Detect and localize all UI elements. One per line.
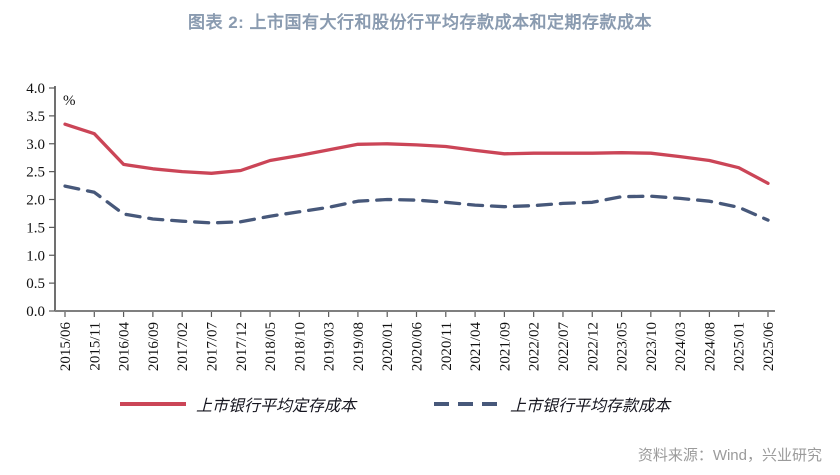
series-line-dashed [63,184,770,225]
x-tick-label: 2024/03 [673,322,689,371]
x-tick-label: 2020/01 [380,322,396,371]
x-tick-label: 2018/05 [263,322,279,371]
y-tick-label: 2.5 [26,165,45,181]
x-tick-label: 2025/06 [761,322,777,372]
x-tick-label: 2022/02 [527,322,543,371]
y-tick-label: 0.5 [26,276,45,292]
x-tick-label: 2023/10 [644,322,660,371]
dashed-line-marker-icon [434,402,500,406]
x-tick-label: 2023/05 [615,322,631,371]
solid-line-marker-icon [119,402,186,406]
x-tick-label: 2020/11 [439,322,455,371]
chart-title: 图表 2: 上市国有大行和股份行平均存款成本和定期存款成本 [187,13,653,32]
y-axis-unit-label: % [63,93,76,109]
legend-label-deposit-cost: 上市银行平均存款成本 [510,396,671,415]
x-tick-label: 2017/07 [204,322,220,372]
series-line-solid [63,122,770,185]
x-tick-label: 2022/12 [585,322,601,371]
chart-canvas: 4.0 3.5 3.0 2.5 2.0 1.5 1.0 0.5 0.0% 2015/06 2015/… [26,81,777,372]
legend: 上市银行平均定存成本 上市银行平均存款成本 [0,392,790,416]
y-tick-label: 1.0 [26,248,45,264]
legend-label-time-deposit-cost: 上市银行平均定存成本 [195,396,356,415]
x-tick-label: 2016/04 [117,322,133,372]
y-tick-label: 3.5 [26,109,45,125]
legend-item-time-deposit-cost: 上市银行平均定存成本 [119,392,356,416]
legend-item-deposit-cost: 上市银行平均存款成本 [434,392,670,416]
x-tick-label: 2020/06 [410,322,426,372]
y-tick-label: 0.0 [26,304,45,320]
x-tick-label: 2021/04 [468,322,484,372]
y-tick-label: 1.5 [26,220,45,236]
x-tick-label: 2024/08 [702,322,718,371]
x-tick-label: 2015/06 [58,322,74,372]
x-tick-label: 2016/09 [146,322,162,371]
x-tick-label: 2025/01 [732,322,748,371]
x-tick-label: 2015/11 [87,322,103,371]
x-tick-label: 2021/09 [497,322,513,371]
y-tick-label: 2.0 [26,193,45,209]
x-tick-label: 2019/08 [351,322,367,371]
line-chart: 4.0 3.5 3.0 2.5 2.0 1.5 1.0 0.5 0.0% 2015/06 2015/… [0,80,840,392]
y-tick-label: 3.0 [26,137,45,153]
source-note: 资料来源：Wind，兴业研究 [637,447,822,464]
x-tick-label: 2018/10 [292,322,308,371]
x-tick-label: 2019/03 [322,322,338,371]
x-tick-label: 2022/07 [556,322,572,372]
x-tick-label: 2017/02 [175,322,191,371]
y-tick-label: 4.0 [26,81,45,97]
x-tick-label: 2017/12 [234,322,250,371]
